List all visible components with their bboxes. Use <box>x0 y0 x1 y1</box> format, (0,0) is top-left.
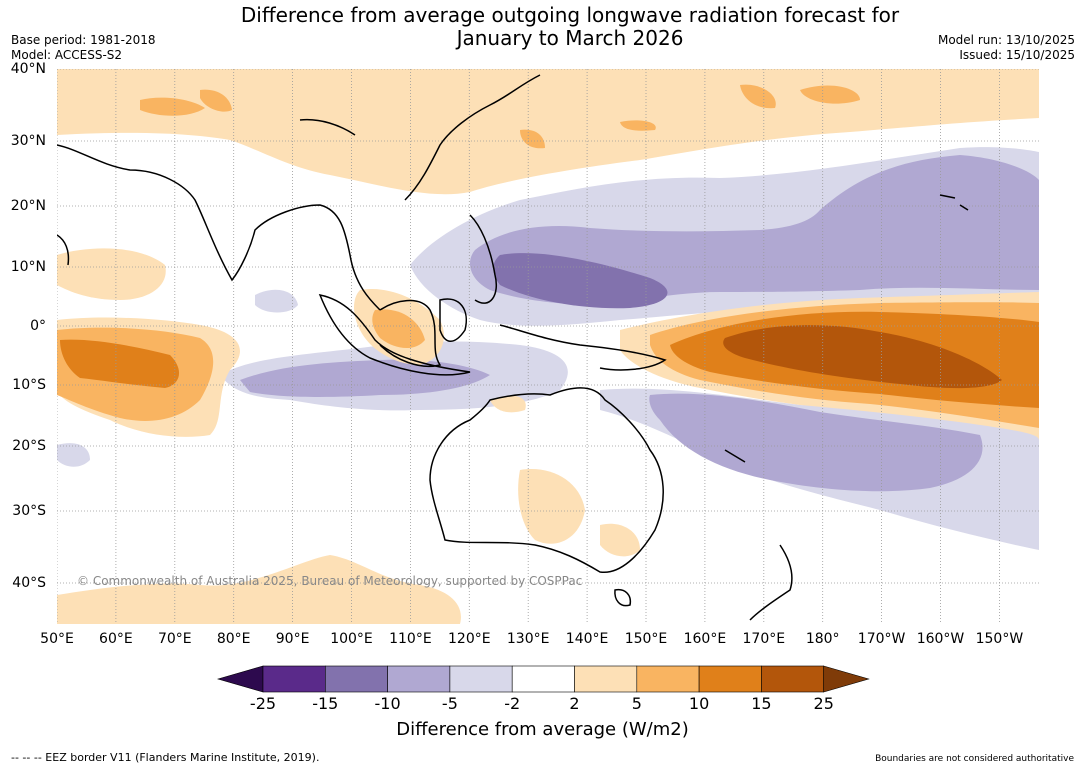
colorbar-tick-label: -2 <box>504 694 521 713</box>
colorbar-tick-label: -25 <box>249 694 277 713</box>
base-period: Base period: 1981-2018 <box>11 33 156 47</box>
chart-title-line1: Difference from average outgoing longwav… <box>240 3 900 27</box>
longitude-label: 150°W <box>975 631 1024 647</box>
longitude-label: 180° <box>805 631 840 647</box>
longitude-label: 130°E <box>506 631 550 647</box>
chart-title: Difference from average outgoing longwav… <box>0 4 1085 50</box>
colorbar-min-arrow <box>216 665 264 693</box>
longitude-label: 150°E <box>624 631 668 647</box>
colorbar-swatch <box>761 665 825 693</box>
longitude-label: 70°E <box>157 631 192 647</box>
colorbar-tick-label: 5 <box>631 694 642 713</box>
colorbar-swatch <box>449 665 513 693</box>
longitude-label: 120°E <box>448 631 491 647</box>
coastlines <box>57 74 969 621</box>
longitude-label: 170°W <box>857 631 906 647</box>
meta-right: Model run: 13/10/2025 Issued: 15/10/2025 <box>938 33 1075 63</box>
longitude-label: 170°E <box>742 631 786 647</box>
colorbar-swatch <box>698 665 762 693</box>
colorbar-tick-label: 10 <box>688 694 710 713</box>
longitude-label: 160°W <box>916 631 965 647</box>
colorbar-tick-label: -5 <box>441 694 458 713</box>
model-run: Model run: 13/10/2025 <box>937 33 1075 47</box>
latitude-label: 20°N <box>10 198 46 214</box>
issued-date: Issued: 15/10/2025 <box>959 48 1075 62</box>
colorbar-swatch <box>262 665 326 693</box>
longitude-label: 90°E <box>275 631 310 647</box>
latitude-label: 30°N <box>10 133 46 149</box>
colorbar-tick-label: -10 <box>374 694 401 713</box>
longitude-label: 110°E <box>389 631 432 647</box>
longitude-label: 50°E <box>40 631 74 647</box>
colorbar-swatch <box>636 665 700 693</box>
latitude-label: 10°N <box>10 259 46 275</box>
copyright-notice: © Commonwealth of Australia 2025, Bureau… <box>77 574 583 588</box>
colorbar-max-arrow <box>823 665 870 693</box>
colorbar-tick-label: 2 <box>569 694 580 713</box>
colorbar-swatch <box>511 665 575 693</box>
anomaly-field <box>57 69 1039 624</box>
latitude-label: 0° <box>30 318 46 334</box>
colorbar-tick-label: 25 <box>813 694 834 713</box>
longitude-label: 100°E <box>330 631 373 647</box>
longitude-label: 140°E <box>565 631 609 647</box>
longitude-label: 160°E <box>683 631 727 647</box>
latitude-label: 10°S <box>12 377 46 393</box>
latitude-label: 20°S <box>12 438 46 454</box>
colorbar-swatch <box>574 665 638 693</box>
colorbar-label: Difference from average (W/m2) <box>396 719 689 740</box>
colorbar-swatch <box>324 665 388 693</box>
latitude-label: 40°S <box>12 575 46 591</box>
colorbar-swatch <box>387 665 451 693</box>
latitude-label: 40°N <box>10 61 46 77</box>
anomaly-northern-warm-band <box>57 69 1039 195</box>
eez-legend-note: -- -- -- EEZ border V11 (Flanders Marine… <box>11 751 320 764</box>
longitude-label: 60°E <box>99 631 133 647</box>
colorbar-tick-label: 15 <box>751 694 772 713</box>
chart-title-line2: January to March 2026 <box>456 26 684 50</box>
meta-left: Base period: 1981-2018 Model: ACCESS-S2 <box>11 33 156 63</box>
latitude-label: 30°S <box>12 503 46 519</box>
boundaries-disclaimer: Boundaries are not considered authoritat… <box>875 754 1074 764</box>
colorbar <box>216 665 870 693</box>
longitude-label: 80°E <box>216 631 251 647</box>
colorbar-tick-label: -15 <box>312 694 339 713</box>
model-name: Model: ACCESS-S2 <box>11 48 123 62</box>
